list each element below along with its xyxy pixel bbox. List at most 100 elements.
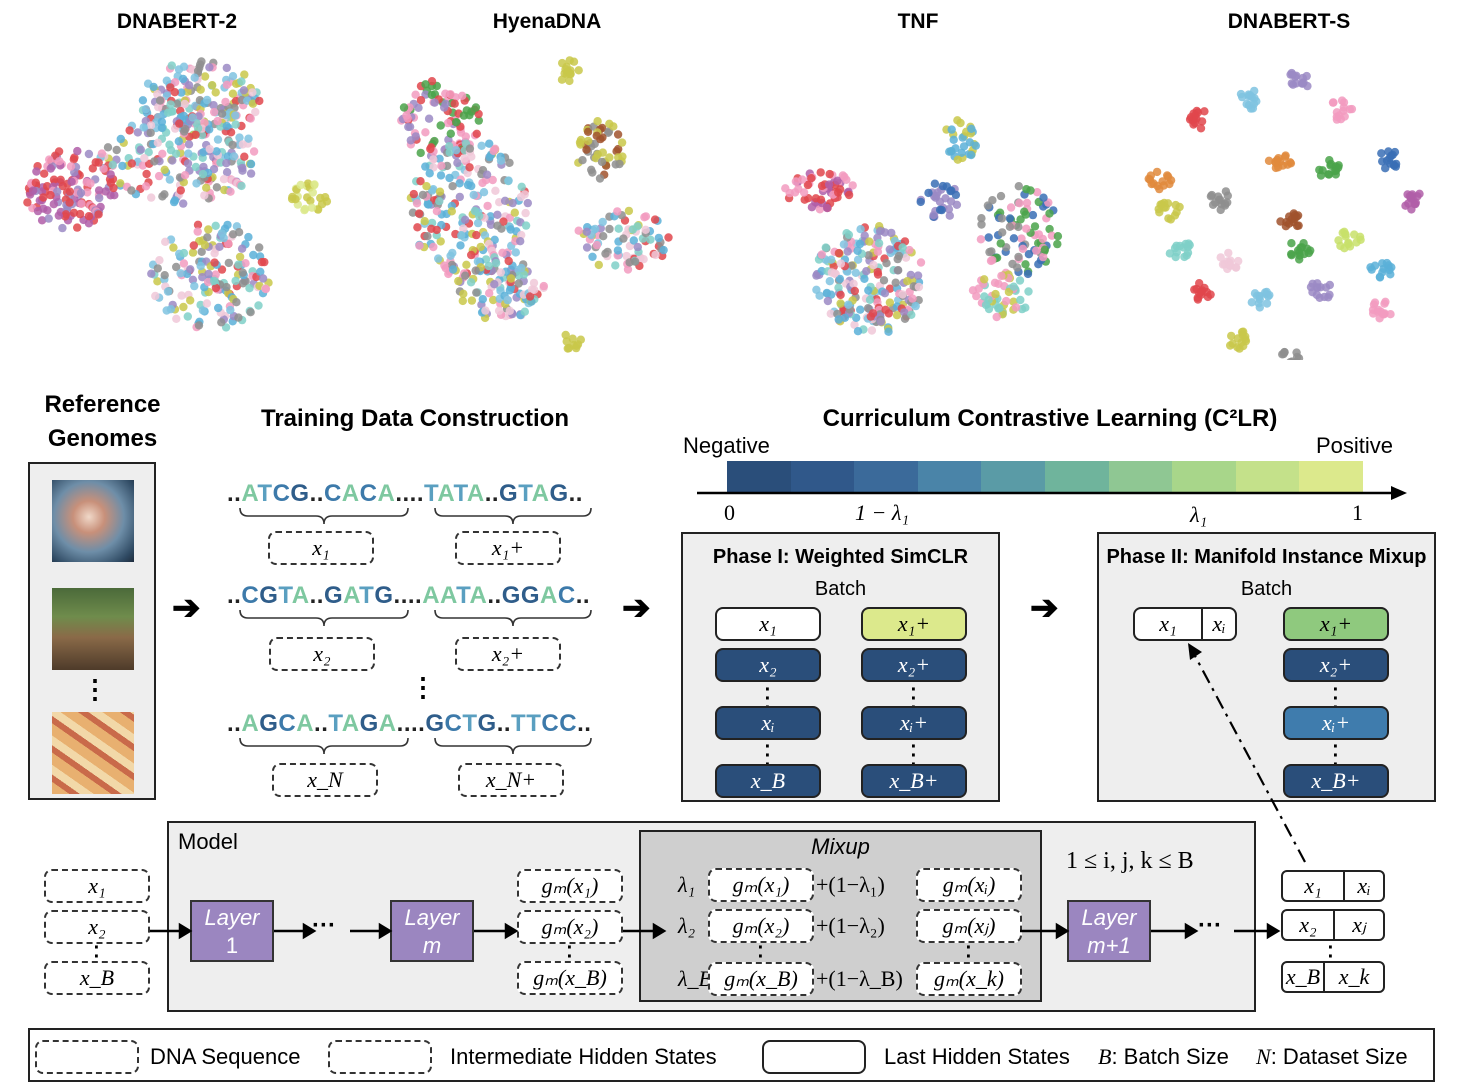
layer-1: Layer 1 <box>190 900 274 962</box>
hidden-dots: · · <box>566 937 574 968</box>
legend-dataset-text: : Dataset Size <box>1270 1044 1408 1069</box>
c2lr-title: Curriculum Contrastive Learning (C²LR) <box>780 405 1320 433</box>
layer-ellipsis-2: ··· <box>1198 912 1222 939</box>
phase1-anchor-xB: x_B <box>715 764 821 798</box>
phase1-pos-x2: x₂+ <box>861 648 967 682</box>
plot-title-dnabert-s: DNABERT-S <box>1227 10 1351 33</box>
plot-title-tnf: TNF <box>897 10 939 33</box>
tick-1: 1 <box>1352 500 1363 525</box>
mixup-term-b: gₘ(xⱼ) <box>916 909 1022 943</box>
plot-title-hyenadna: HyenaDNA <box>492 10 602 33</box>
legend-last-label: Last Hidden States <box>884 1044 1070 1069</box>
model-label: Model <box>178 829 238 854</box>
phase1-batch-label: Batch <box>814 578 867 600</box>
layer-m-plus-1: Layer m+1 <box>1067 900 1151 962</box>
phase2-panel: Phase II: Manifold Instance Mixup Batch … <box>1097 532 1436 802</box>
mixup-term-a: gₘ(x₂) <box>708 909 814 943</box>
legend-last-swatch <box>762 1040 866 1074</box>
dna-box-x1-pos: x₁+ <box>455 531 561 565</box>
legend-dna-swatch <box>35 1040 139 1074</box>
output-dots: · · <box>1327 937 1335 968</box>
model-input-x1: x₁ <box>44 869 150 903</box>
layer-m-name: Layer <box>404 905 460 930</box>
training-more-dots: ⋮ <box>410 672 436 702</box>
phase1-title: Phase I: Weighted SimCLR <box>712 546 969 568</box>
legend-dataset-size: N: Dataset Size <box>1256 1044 1408 1070</box>
phase2-pos-x1: x₁+ <box>1283 607 1389 641</box>
c2lr-title-text: Curriculum Contrastive Learning (C²LR) <box>822 405 1278 432</box>
layer-m1-index: m+1 <box>1087 933 1131 958</box>
colorbar-segment <box>917 461 982 493</box>
training-data-title: Training Data Construction <box>260 405 569 432</box>
phase2-pos-xi: xᵢ+ <box>1283 706 1389 740</box>
legend-dataset-symbol: N <box>1256 1044 1271 1069</box>
phase2-pos-x2: x₂+ <box>1283 648 1389 682</box>
mixup-title: Mixup <box>811 834 870 859</box>
colorbar-segment <box>981 461 1045 493</box>
mixup-lambda: λ₂ <box>678 913 696 938</box>
arrow-training-to-c2lr: ➔ <box>622 589 651 627</box>
reference-title-line1: Reference <box>44 391 161 418</box>
dna-box-x1: x₁ <box>268 531 374 565</box>
phase1-anchor-x1: x₁ <box>715 607 821 641</box>
phase1-anchor-x2: x₂ <box>715 648 821 682</box>
tick-lambda1: λ₁ <box>1190 502 1208 527</box>
layer-m1-name: Layer <box>1081 905 1137 930</box>
output-1a: x₁ <box>1281 870 1345 902</box>
output-2b: xⱼ <box>1333 909 1385 941</box>
model-flow-arrows <box>150 922 1281 940</box>
colorbar-segment <box>727 461 791 493</box>
phase1-pos-xB: x_B+ <box>861 764 967 798</box>
hidden-g2: gₘ(x₂) <box>517 910 623 944</box>
legend-intermediate-label: Intermediate Hidden States <box>450 1044 717 1069</box>
model-input-dots: · · <box>93 937 101 968</box>
dna-sequence-row: ..CGTA..GATG....AATA..GGAC.. <box>227 582 591 609</box>
dna-box-x2-pos: x₂+ <box>455 637 561 671</box>
difficulty-axis-arrow <box>697 486 1407 500</box>
arrow-phase1-to-phase2: ➔ <box>1030 589 1059 627</box>
negative-label: Negative <box>683 433 770 458</box>
legend-intermediate-swatch <box>328 1040 432 1074</box>
mixup-term-a: gₘ(x₁) <box>708 868 814 902</box>
arrow-ref-to-training: ➔ <box>172 589 201 627</box>
hidden-g1: gₘ(x₁) <box>517 869 623 903</box>
colorbar-segment <box>1172 461 1236 493</box>
positive-label: Positive <box>1316 433 1394 458</box>
colorbar-segment <box>1299 461 1363 493</box>
reference-genomes-panel: ⋮ <box>28 462 156 800</box>
legend-batch-text: : Batch Size <box>1111 1044 1229 1069</box>
mixup-dots-b: · · <box>965 937 973 968</box>
reference-title-line2: Genomes <box>47 425 158 452</box>
virus-image <box>52 480 134 562</box>
plot-title-dnabert2: DNABERT-2 <box>116 10 238 33</box>
legend-dna-label: DNA Sequence <box>150 1044 301 1069</box>
fungi-image <box>52 588 134 670</box>
phase2-mixed-x1: x₁ <box>1133 607 1203 641</box>
output-2a: x₂ <box>1281 909 1335 941</box>
output-1b: xᵢ <box>1343 870 1385 902</box>
hidden-gB: gₘ(x_B) <box>517 961 623 995</box>
mixup-term-b: gₘ(x_k) <box>916 962 1022 996</box>
phase2-pos-xB: x_B+ <box>1283 764 1389 798</box>
bacteria-image <box>52 712 134 794</box>
layer-ellipsis-1: ··· <box>312 912 336 939</box>
dna-braces <box>239 507 592 755</box>
embedding-scatter-plots <box>23 56 1424 360</box>
tick-one-minus-lambda: 1 − λ₁ <box>855 500 910 525</box>
phase1-anchor-xi: xᵢ <box>715 706 821 740</box>
colorbar-segment <box>1108 461 1173 493</box>
model-input-xB: x_B <box>44 961 150 995</box>
tick-0: 0 <box>724 500 735 525</box>
colorbar-segment <box>790 461 855 493</box>
legend-batch-size: B: Batch Size <box>1098 1044 1229 1070</box>
mixup-lambda: λ₁ <box>678 872 696 897</box>
dna-sequence-row: ..ATCG..CACA....TATA..GTAG.. <box>227 480 583 507</box>
colorbar-segment <box>1044 461 1109 493</box>
reference-genomes-title: Reference Genomes <box>20 388 185 456</box>
mixup-operator: +(1−λ₂) <box>816 913 885 938</box>
mixup-operator: +(1−λ₁) <box>816 872 885 897</box>
difficulty-colorbar <box>727 461 1363 493</box>
mixup-term-a: gₘ(x_B) <box>708 962 814 996</box>
phase2-batch-label: Batch <box>1240 578 1293 600</box>
phase2-mixed-xi: xᵢ <box>1201 607 1237 641</box>
